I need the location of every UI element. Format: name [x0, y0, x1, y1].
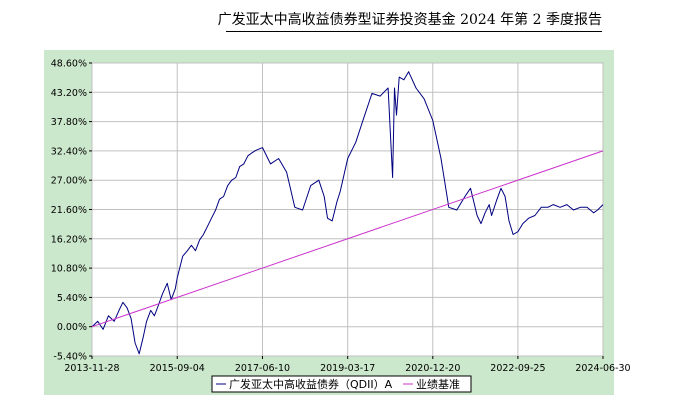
- header-rule: [226, 31, 602, 32]
- benchmark-line: [91, 150, 604, 328]
- y-tick-label: -5.40%: [53, 352, 87, 363]
- y-tick-label: 32.40%: [51, 146, 87, 157]
- y-tick-label: 10.80%: [51, 264, 87, 275]
- x-tick-label: 2024-06-30: [575, 363, 630, 374]
- y-tick-label: 16.20%: [51, 234, 87, 245]
- legend-label-benchmark: 业绩基准: [416, 378, 460, 391]
- y-tick-label: 27.00%: [51, 176, 87, 187]
- y-tick-label: 48.60%: [51, 59, 87, 70]
- y-tick-label: 37.80%: [51, 117, 87, 128]
- y-tick-label: 0.00%: [57, 322, 87, 333]
- x-tick-label: 2022-09-25: [490, 363, 545, 374]
- x-tick-label: 2013-11-28: [64, 363, 119, 374]
- legend: 广发亚太中高收益债券（QDII）A 业绩基准: [211, 375, 472, 393]
- series-lines: [91, 71, 604, 355]
- report-header: 广发亚太中高收益债券型证券投资基金 2024 年第 2 季度报告: [0, 0, 678, 40]
- report-title: 广发亚太中高收益债券型证券投资基金 2024 年第 2 季度报告: [217, 12, 602, 28]
- x-tick-label: 2015-09-04: [150, 363, 205, 374]
- x-tick-label: 2017-06-10: [235, 363, 290, 374]
- x-tick-label: 2020-12-20: [405, 363, 460, 374]
- x-tick-label: 2019-03-17: [320, 363, 375, 374]
- y-tick-label: 21.60%: [51, 205, 87, 216]
- y-tick-label: 43.20%: [51, 88, 87, 99]
- x-axis-ticks: 2013-11-28 2015-09-04 2017-06-10 2019-03-17…: [64, 356, 631, 374]
- legend-box: [211, 375, 472, 393]
- y-tick-label: 5.40%: [57, 293, 87, 304]
- y-axis-ticks: -5.40% 0.00% 5.40% 10.80% 16.20% 21.60% 27.00%…: [51, 59, 92, 363]
- legend-label-fund: 广发亚太中高收益债券（QDII）A: [229, 377, 393, 391]
- fund-line: [91, 71, 604, 355]
